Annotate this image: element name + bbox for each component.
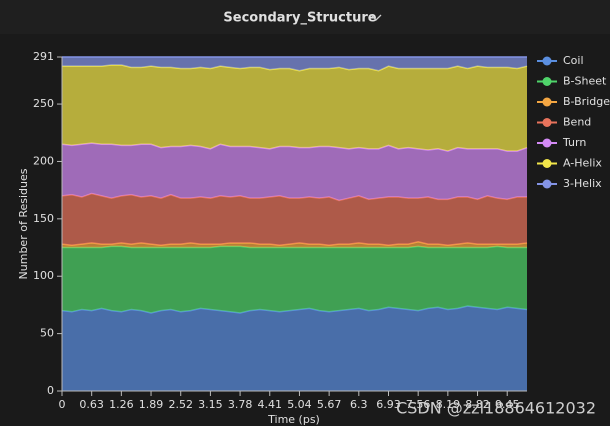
x-axis-label: Time (ps) — [267, 413, 320, 426]
y-tick-label: 100 — [33, 269, 54, 282]
dropdown-chevron[interactable] — [370, 14, 382, 21]
y-tick-label: 250 — [33, 97, 54, 110]
legend-label: 3-Helix — [563, 177, 602, 190]
x-tick-label: 6.93 — [376, 398, 401, 411]
legend-label: B-Sheet — [563, 75, 607, 88]
x-tick-label: 1.89 — [139, 398, 164, 411]
area-fill — [62, 143, 527, 201]
area-fill — [62, 306, 527, 391]
y-axis-label: Number of Residues — [17, 168, 30, 279]
legend-label: Bend — [563, 116, 591, 129]
area-fill — [62, 193, 527, 246]
legend-marker — [542, 159, 552, 168]
x-tick-label: 9.45 — [495, 398, 520, 411]
y-tick-label: 291 — [33, 50, 54, 63]
x-tick-label: 2.52 — [168, 398, 193, 411]
area-fill — [62, 241, 527, 248]
y-tick-label: 0 — [47, 384, 54, 397]
x-tick-label: 6.3 — [350, 398, 368, 411]
x-tick-label: 5.04 — [287, 398, 312, 411]
y-tick-label: 50 — [40, 327, 54, 340]
y-tick-label: 200 — [33, 154, 54, 167]
legend-marker — [542, 118, 552, 127]
watermark: CSDN @zzl18864612032 — [396, 399, 596, 418]
legend-marker — [542, 138, 552, 148]
x-tick-label: 0.63 — [79, 398, 104, 411]
legend-marker — [542, 56, 552, 66]
x-tick-label: 4.41 — [258, 398, 283, 411]
x-tick-label: 8.82 — [465, 398, 490, 411]
x-tick-label: 7.56 — [406, 398, 431, 411]
legend-label: A-Helix — [563, 157, 602, 170]
area-fill — [62, 57, 527, 71]
x-tick-label: 8.19 — [436, 398, 461, 411]
area-fill — [62, 65, 527, 152]
y-tick-label: 150 — [33, 212, 54, 225]
x-tick-label: 0 — [59, 398, 66, 411]
x-tick-label: 1.26 — [109, 398, 134, 411]
legend-label: Coil — [563, 54, 584, 67]
area-fill — [62, 246, 527, 313]
legend-label: Turn — [562, 136, 586, 149]
legend-label: B-Bridge — [563, 95, 610, 108]
legend-marker — [542, 97, 552, 107]
x-tick-label: 3.78 — [228, 398, 253, 411]
legend-marker — [542, 179, 552, 189]
legend-marker — [542, 77, 552, 86]
x-tick-label: 5.67 — [317, 398, 342, 411]
x-tick-label: 3.15 — [198, 398, 223, 411]
chart-title: Secondary_Structure — [223, 11, 376, 26]
